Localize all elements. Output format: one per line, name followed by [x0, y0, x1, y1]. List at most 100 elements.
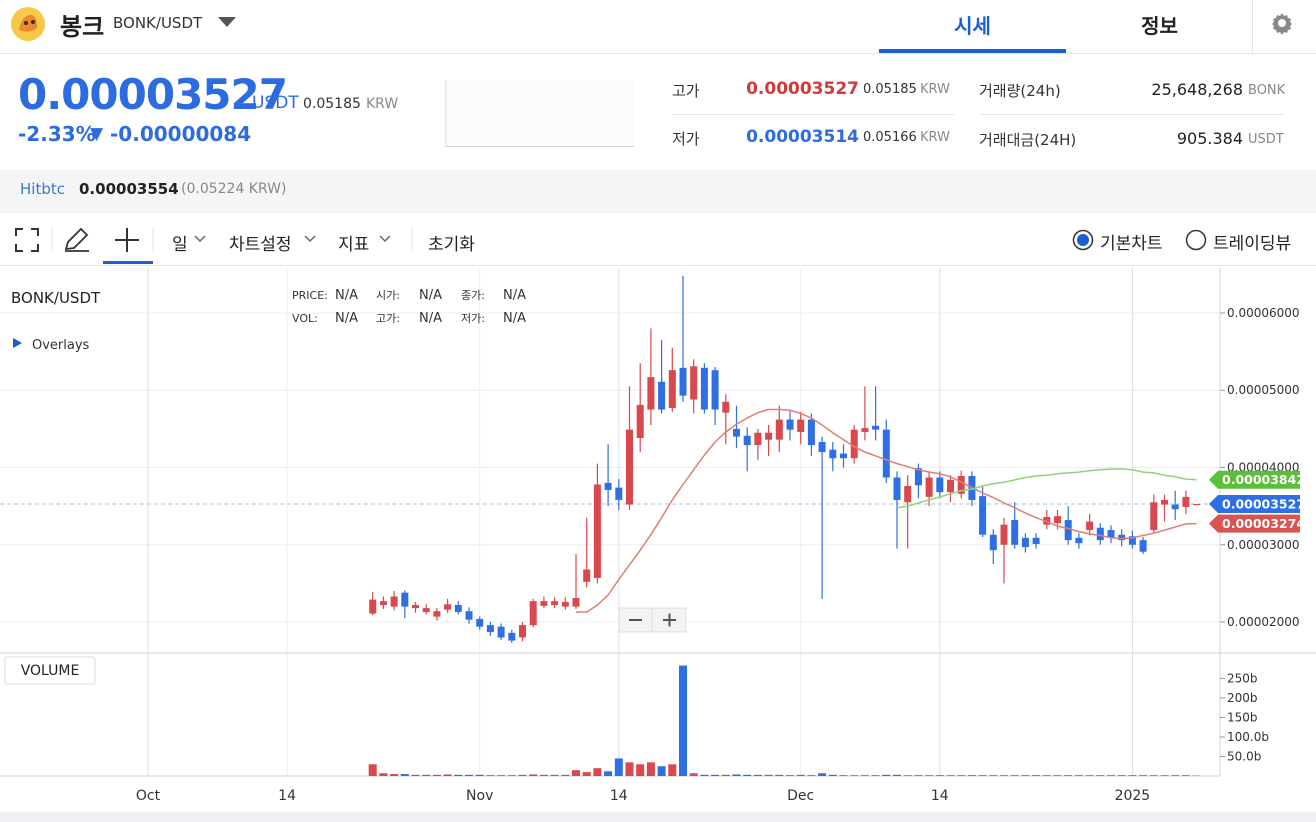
candle-body — [1096, 527, 1104, 541]
volume-bar — [572, 770, 580, 776]
candle-body — [647, 377, 655, 410]
volume-bar — [1160, 775, 1169, 776]
candle-body — [454, 605, 462, 612]
y-tick-label: 200b — [1227, 691, 1258, 705]
bottom-strip — [0, 812, 1316, 822]
volume-value: 905.384 — [1176, 129, 1243, 148]
candle-body — [583, 569, 591, 582]
volume-bar — [732, 774, 741, 776]
volume-bar — [914, 775, 923, 776]
volume-label: 거래량(24h) — [979, 82, 1061, 100]
candle-body — [1032, 537, 1040, 544]
stat-krw: 0.05185 — [863, 82, 917, 97]
sparkline — [445, 80, 634, 147]
candle-body — [690, 366, 698, 400]
x-tick-label: Oct — [136, 788, 161, 804]
volume-bar — [1181, 775, 1190, 776]
candle-body — [572, 598, 580, 607]
chart-settings-menu[interactable]: 차트설정 — [229, 235, 292, 255]
tab[interactable]: 정보 — [1141, 14, 1178, 38]
interval-menu[interactable]: 일 — [172, 235, 188, 255]
volume-bar — [550, 774, 559, 776]
exchange-row — [0, 170, 1316, 213]
info-label: N/A — [335, 311, 358, 326]
candle-body — [765, 432, 773, 440]
mode-label[interactable]: 트레이딩뷰 — [1213, 234, 1292, 254]
candle-body — [1139, 540, 1147, 552]
info-label: 고가: — [376, 312, 400, 325]
y-tick-label: 0.00003000 — [1227, 538, 1300, 552]
volume-bar — [1128, 775, 1137, 776]
chart-title: BONK/USDT — [11, 289, 101, 307]
candle-body — [1107, 530, 1115, 538]
candle-body — [401, 592, 409, 607]
candle-body — [797, 419, 805, 432]
candle-body — [529, 601, 537, 626]
info-label: PRICE: — [292, 289, 328, 302]
volume-bar — [721, 774, 730, 776]
candle-body — [722, 401, 730, 413]
volume-bar — [518, 774, 527, 776]
change-arrow: ▼ — [90, 124, 104, 144]
y-tick-label: 150b — [1227, 710, 1258, 724]
volume-bar — [711, 774, 720, 776]
volume-bar — [432, 774, 441, 776]
candle-body — [1064, 520, 1072, 541]
toolbar — [0, 213, 1316, 266]
volume-bar — [935, 775, 944, 776]
candle-body — [882, 429, 890, 478]
candle-body — [551, 601, 559, 606]
indicator-menu[interactable]: 지표 — [338, 235, 370, 255]
price-tag-label: 0.00003274 — [1222, 516, 1305, 531]
candle-body — [947, 479, 954, 493]
volume-bar — [379, 773, 388, 776]
zoom-controls[interactable] — [618, 607, 687, 633]
row-divider — [979, 114, 1285, 115]
reset-button[interactable]: 초기화 — [428, 235, 475, 255]
y-tick-label: 0.00002000 — [1227, 615, 1300, 629]
candle-body — [1182, 496, 1190, 507]
draw-icon[interactable] — [63, 227, 91, 253]
exchange-name[interactable]: Hitbtc — [20, 180, 65, 198]
volume-bar — [700, 774, 709, 776]
volume-bar — [957, 775, 966, 776]
candle-body — [658, 381, 666, 410]
fullscreen-icon[interactable] — [15, 228, 39, 252]
y-tick-label: 100.0b — [1227, 730, 1269, 744]
info-label: N/A — [503, 288, 526, 303]
y-tick-label: 250b — [1227, 671, 1258, 685]
settings-icon[interactable] — [1270, 11, 1294, 35]
candle-body — [1011, 520, 1019, 545]
exchange-krw: (0.05224 KRW) — [181, 181, 287, 197]
volume-bar — [839, 775, 848, 776]
radio-checked[interactable] — [1072, 229, 1094, 251]
coin-pair[interactable]: BONK/USDT — [113, 14, 203, 32]
candle-body — [519, 625, 526, 638]
price-tag — [1209, 514, 1300, 533]
volume-title: VOLUME — [21, 663, 80, 679]
volume-bar — [400, 774, 409, 776]
volume-bar — [903, 775, 912, 776]
price-tag-label: 0.00003842 — [1222, 472, 1305, 487]
volume-bar — [604, 771, 613, 776]
volume-bar — [1074, 775, 1083, 776]
info-label: 저가: — [461, 312, 485, 325]
candle-body — [914, 468, 922, 486]
radio[interactable] — [1185, 229, 1207, 251]
volume-bar — [1064, 775, 1073, 776]
candle-body — [668, 370, 676, 409]
crosshair-icon[interactable] — [114, 227, 140, 253]
candle-body — [561, 601, 569, 607]
stat-unit: KRW — [920, 130, 950, 145]
tab-active[interactable]: 시세 — [954, 14, 991, 38]
mode-label[interactable]: 기본차트 — [1100, 234, 1163, 254]
candle-body — [390, 596, 398, 607]
candle-body — [893, 477, 901, 500]
price-tag-label: 0.00003527 — [1222, 497, 1305, 512]
candle-body — [1171, 504, 1179, 510]
dropdown-arrow[interactable] — [217, 16, 237, 28]
candle-body — [840, 453, 847, 459]
stat-value: 0.00003527 — [746, 79, 859, 99]
volume-bar — [989, 775, 998, 776]
volume-unit: USDT — [1248, 132, 1284, 147]
